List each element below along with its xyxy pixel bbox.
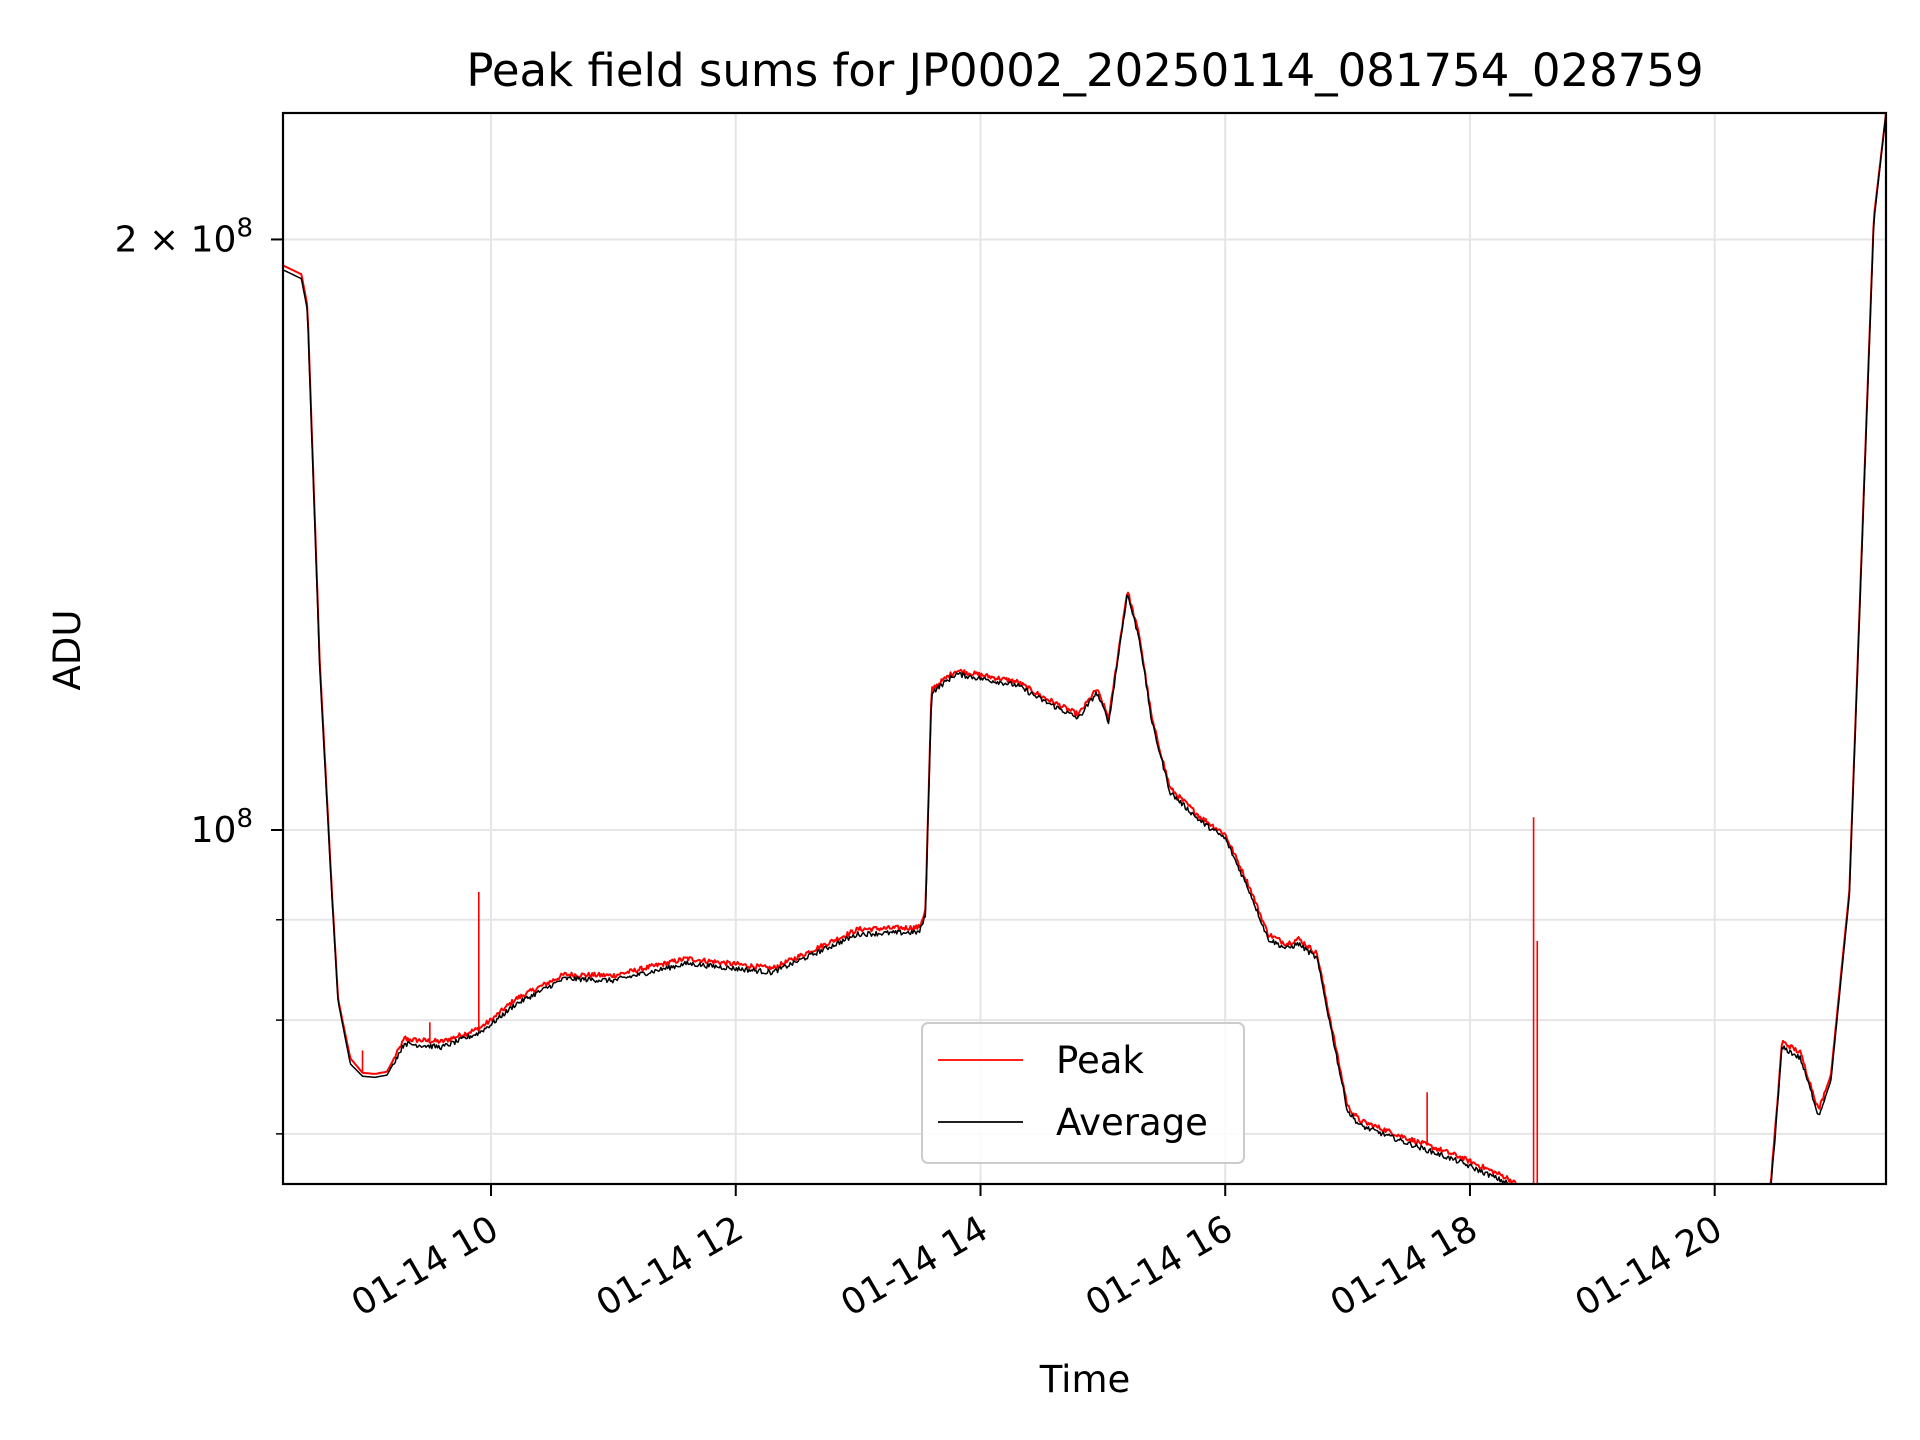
series-peak	[283, 113, 1886, 1184]
legend-label-peak: Peak	[1056, 1039, 1144, 1082]
series-layer	[283, 113, 1886, 1184]
y-tick-label-1: 2 × 108	[115, 213, 253, 260]
x-axis-label: Time	[1039, 1358, 1131, 1401]
series-average	[283, 113, 1886, 1184]
grid	[283, 113, 1886, 1184]
plot-frame	[281, 111, 1888, 1186]
series-line-peak	[283, 113, 1886, 1184]
chart-title: Peak field sums for JP0002_20250114_0817…	[466, 44, 1703, 97]
legend: Peak Average	[921, 1022, 1245, 1164]
legend-label-average: Average	[1056, 1101, 1208, 1144]
y-axis: 108 2 × 108	[115, 213, 283, 1135]
legend-box	[921, 1022, 1245, 1164]
y-tick-label-0: 108	[191, 804, 253, 851]
y-axis-label: ADU	[46, 610, 89, 691]
series-line-average	[283, 113, 1886, 1184]
